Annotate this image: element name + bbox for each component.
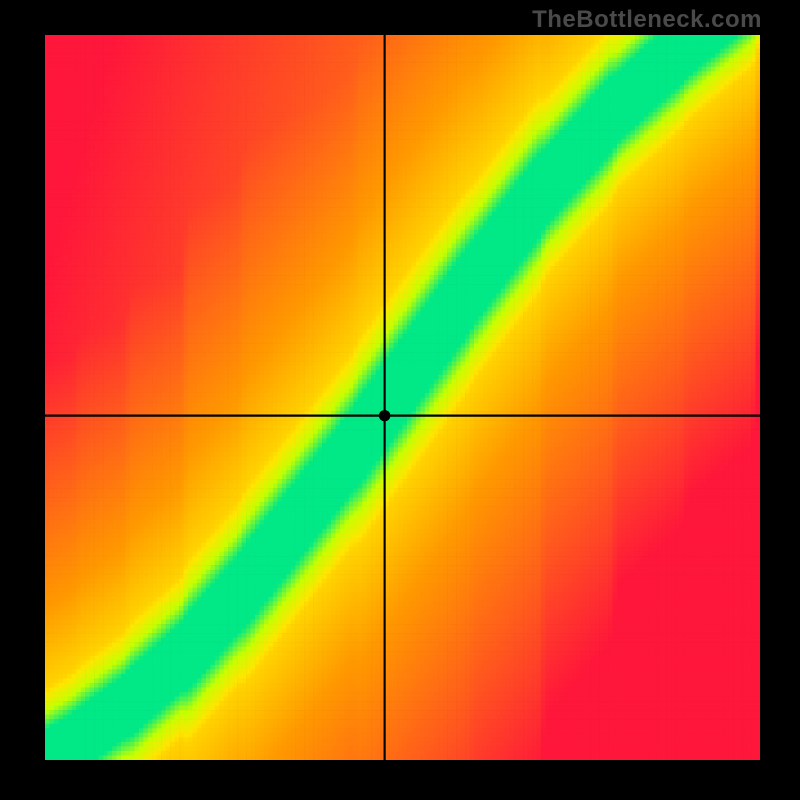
bottleneck-heatmap [45,35,760,760]
watermark-text: TheBottleneck.com [532,6,762,34]
chart-container: TheBottleneck.com [0,0,800,800]
